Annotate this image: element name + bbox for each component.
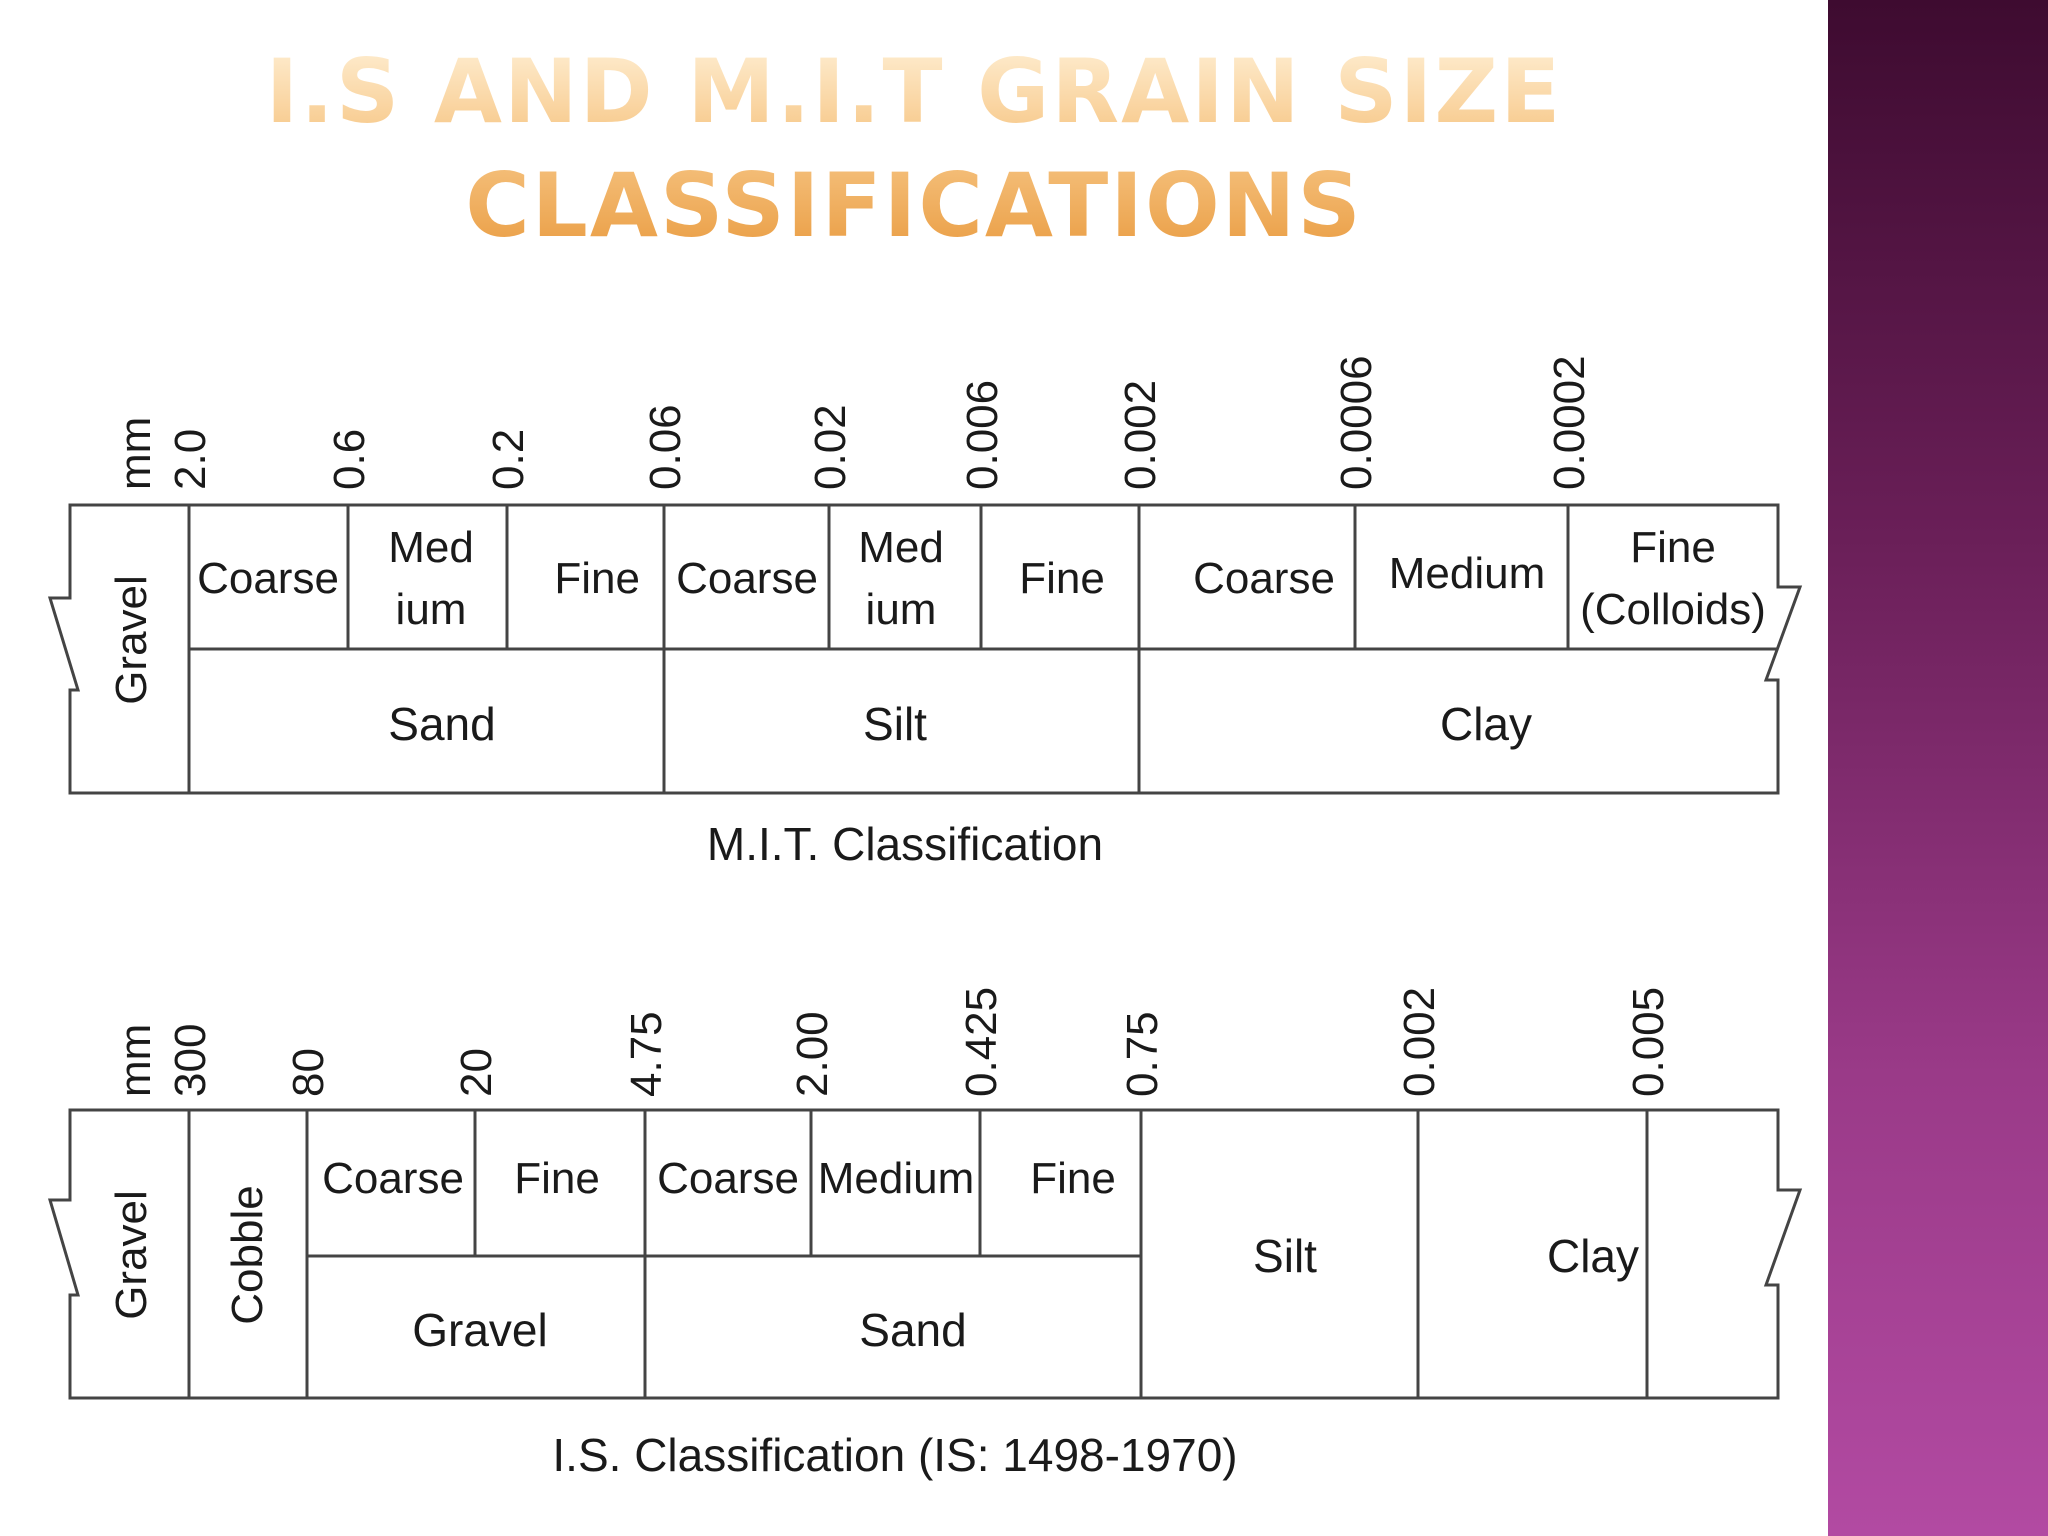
mit-sub-label: (Colloids) [1580, 585, 1766, 634]
mit-caption: M.I.T. Classification [707, 818, 1103, 870]
mit-tick-label: 0.0002 [1545, 355, 1594, 490]
is-tick-label: 0.005 [1624, 987, 1673, 1097]
is-sub-label: Fine [1030, 1154, 1116, 1203]
is-sub-label: Coarse [322, 1154, 464, 1203]
mit-tick-label: 0.6 [325, 429, 374, 490]
is-sub-label: Fine [514, 1154, 600, 1203]
is-tick-label: 0.75 [1118, 1011, 1167, 1097]
mit-tick-label: 0.002 [1116, 380, 1165, 490]
mit-classification-chart [47, 503, 1803, 795]
mit-tick-label: 2.0 [166, 429, 215, 490]
is-cobble-label: Cobble [223, 1185, 272, 1324]
is-unit-label: mm [111, 1024, 160, 1097]
mit-sub-label: Fine [1019, 554, 1105, 603]
is-tick-label: 2.00 [788, 1011, 837, 1097]
is-tick-label: 300 [166, 1024, 215, 1097]
is-sub-label: Medium [818, 1154, 975, 1203]
is-frame [47, 1108, 1803, 1400]
is-sub-label: Coarse [657, 1154, 799, 1203]
mit-frame [47, 503, 1803, 795]
is-tick-label: 20 [452, 1048, 501, 1097]
mit-sub-label: Fine [1630, 523, 1716, 572]
mit-gravel-label: Gravel [107, 575, 156, 705]
is-classification-chart [47, 1108, 1803, 1400]
mit-class-label: Silt [863, 698, 927, 750]
mit-tick-label: 0.2 [484, 429, 533, 490]
is-caption: I.S. Classification (IS: 1498-1970) [552, 1429, 1237, 1481]
mit-sub-label: Coarse [1193, 554, 1335, 603]
is-class-label: Gravel [412, 1304, 547, 1356]
mit-tick-label: 0.06 [641, 404, 690, 490]
mit-class-label: Clay [1440, 698, 1532, 750]
mit-tick-label: 0.02 [806, 404, 855, 490]
mit-sub-label: Coarse [197, 554, 339, 603]
is-gravel-label: Gravel [107, 1190, 156, 1320]
is-tick-label: 0.002 [1395, 987, 1444, 1097]
mit-sub-label: ium [866, 585, 937, 634]
mit-sub-label: Medium [1389, 549, 1546, 598]
is-tick-label: 80 [284, 1048, 333, 1097]
is-tick-label: 0.425 [957, 987, 1006, 1097]
mit-sub-label: ium [396, 585, 467, 634]
mit-tick-label: 0.006 [958, 380, 1007, 490]
is-class-label: Sand [859, 1304, 966, 1356]
mit-sub-label: Fine [554, 554, 640, 603]
mit-sub-label: Coarse [676, 554, 818, 603]
is-tick-label: 4.75 [622, 1011, 671, 1097]
mit-unit-label: mm [111, 417, 160, 490]
is-silt-label: Silt [1253, 1230, 1317, 1282]
mit-sub-label: Med [388, 523, 474, 572]
decorative-sidebar [1828, 0, 2048, 1536]
mit-sub-label: Med [858, 523, 944, 572]
is-clay-label: Clay [1547, 1230, 1639, 1282]
mit-class-label: Sand [388, 698, 495, 750]
grain-size-diagram: mm 2.0 0.6 0.2 0.06 0.02 0.006 0.002 0.0… [47, 355, 1803, 1481]
mit-tick-label: 0.0006 [1332, 355, 1381, 490]
